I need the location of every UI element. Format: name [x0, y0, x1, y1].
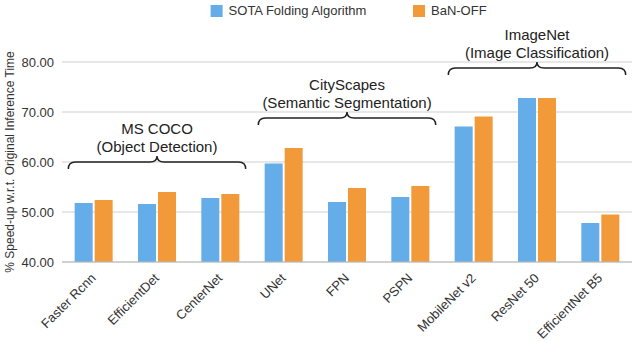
svg-text:% Speed-up w.r.t. Original Inf: % Speed-up w.r.t. Original Inference Tim…: [8, 51, 17, 273]
svg-text:CityScapes: CityScapes: [309, 76, 385, 93]
svg-text:SOTA Folding Algorithm: SOTA Folding Algorithm: [229, 3, 367, 18]
svg-text:MobileNet v2: MobileNet v2: [414, 270, 478, 334]
svg-text:50.00: 50.00: [21, 205, 54, 220]
svg-text:40.00: 40.00: [21, 255, 54, 270]
svg-text:FPN: FPN: [323, 270, 352, 299]
svg-text:(Object Detection): (Object Detection): [97, 138, 218, 155]
svg-text:BaN-OFF: BaN-OFF: [431, 3, 487, 18]
svg-text:CenterNet: CenterNet: [173, 270, 226, 323]
svg-text:EfficientDet: EfficientDet: [104, 270, 162, 328]
svg-text:PSPN: PSPN: [380, 270, 416, 306]
svg-text:(Image Classification): (Image Classification): [465, 44, 609, 61]
svg-text:MS COCO: MS COCO: [121, 120, 193, 137]
svg-text:70.00: 70.00: [21, 105, 54, 120]
svg-text:ImageNet: ImageNet: [504, 26, 570, 43]
svg-text:60.00: 60.00: [21, 155, 54, 170]
svg-text:EfficientNet B5: EfficientNet B5: [534, 270, 605, 341]
svg-text:Faster Rcnn: Faster Rcnn: [38, 270, 99, 331]
svg-text:80.00: 80.00: [21, 55, 54, 70]
svg-text:ResNet 50: ResNet 50: [488, 270, 542, 324]
svg-text:(Semantic Segmentation): (Semantic Segmentation): [262, 94, 431, 111]
svg-text:UNet: UNet: [257, 270, 289, 302]
